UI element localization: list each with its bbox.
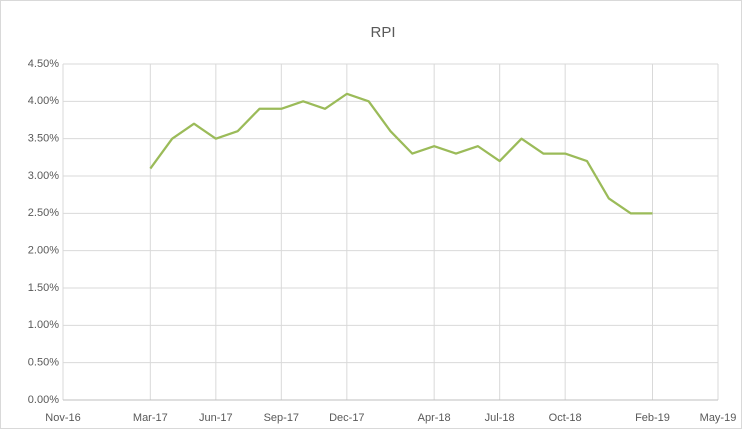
y-tick-label: 0.00%: [28, 394, 59, 406]
y-tick-label: 1.00%: [28, 319, 59, 331]
x-tick-label: Jun-17: [199, 412, 233, 424]
y-tick-label: 3.00%: [28, 170, 59, 182]
x-tick-label: Dec-17: [329, 412, 364, 424]
y-tick-label: 4.50%: [28, 58, 59, 70]
x-tick-label: Nov-16: [45, 412, 80, 424]
y-tick-label: 4.00%: [28, 95, 59, 107]
x-tick-label: Sep-17: [264, 412, 299, 424]
x-tick-label: Mar-17: [133, 412, 168, 424]
x-tick-label: Oct-18: [549, 412, 582, 424]
x-tick-label: May-19: [700, 412, 737, 424]
y-tick-label: 1.50%: [28, 282, 59, 294]
x-tick-label: Apr-18: [418, 412, 451, 424]
x-tick-label: Jul-18: [485, 412, 515, 424]
data-line: [149, 92, 653, 215]
y-tick-label: 0.50%: [28, 357, 59, 369]
y-tick-label: 2.50%: [28, 207, 59, 219]
x-tick-label: Feb-19: [635, 412, 670, 424]
y-tick-label: 2.00%: [28, 245, 59, 257]
y-tick-label: 3.50%: [28, 133, 59, 145]
chart-title: RPI: [370, 24, 395, 41]
